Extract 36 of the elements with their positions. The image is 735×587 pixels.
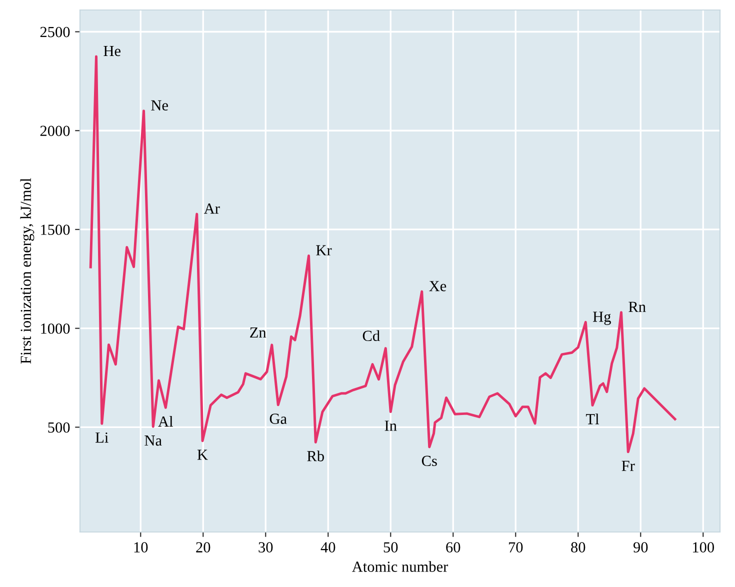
x-tick-label: 40 [320, 542, 336, 552]
annotation: Xe [429, 281, 446, 292]
x-tick-label: 80 [571, 542, 586, 552]
annotation: Zn [250, 328, 266, 338]
y-tick-label: 1500 [41, 224, 70, 235]
annotation: Li [96, 432, 108, 443]
annotation: Cd [362, 330, 380, 342]
annotation: Ne [151, 100, 168, 111]
y-tick-label: 500 [48, 422, 70, 433]
x-tick-label: 30 [258, 542, 273, 552]
x-tick-label: 50 [384, 542, 398, 552]
annotation: Rn [628, 302, 646, 312]
y-tick-label: 1000 [41, 323, 70, 334]
x-tick-label: 10 [134, 542, 148, 552]
annotation: In [384, 420, 397, 431]
annotation: Na [144, 436, 162, 446]
annotation: Al [158, 416, 173, 427]
annotation: Kr [316, 245, 332, 256]
y-tick-label: 2500 [40, 26, 70, 38]
annotation: Ar [204, 203, 220, 214]
annotation: K [197, 450, 208, 460]
annotation: Rb [307, 450, 324, 462]
annotation: Tl [586, 414, 599, 424]
x-tick-label: 90 [633, 542, 648, 552]
x-tick-label: 100 [693, 542, 714, 552]
annotation: Ga [270, 414, 287, 424]
x-axis-title: Atomic number [352, 561, 448, 572]
annotation: Fr [622, 460, 635, 471]
x-tick-label: 60 [446, 542, 460, 552]
annotation: He [104, 46, 120, 56]
annotation: Hg [593, 312, 611, 325]
x-tick-label: 70 [508, 542, 523, 552]
x-tick-label: 20 [196, 542, 210, 552]
y-axis-title: First ionization energy, kJ/mol [20, 178, 34, 364]
y-tick-label: 2000 [40, 126, 70, 136]
annotation: Cs [422, 456, 437, 466]
